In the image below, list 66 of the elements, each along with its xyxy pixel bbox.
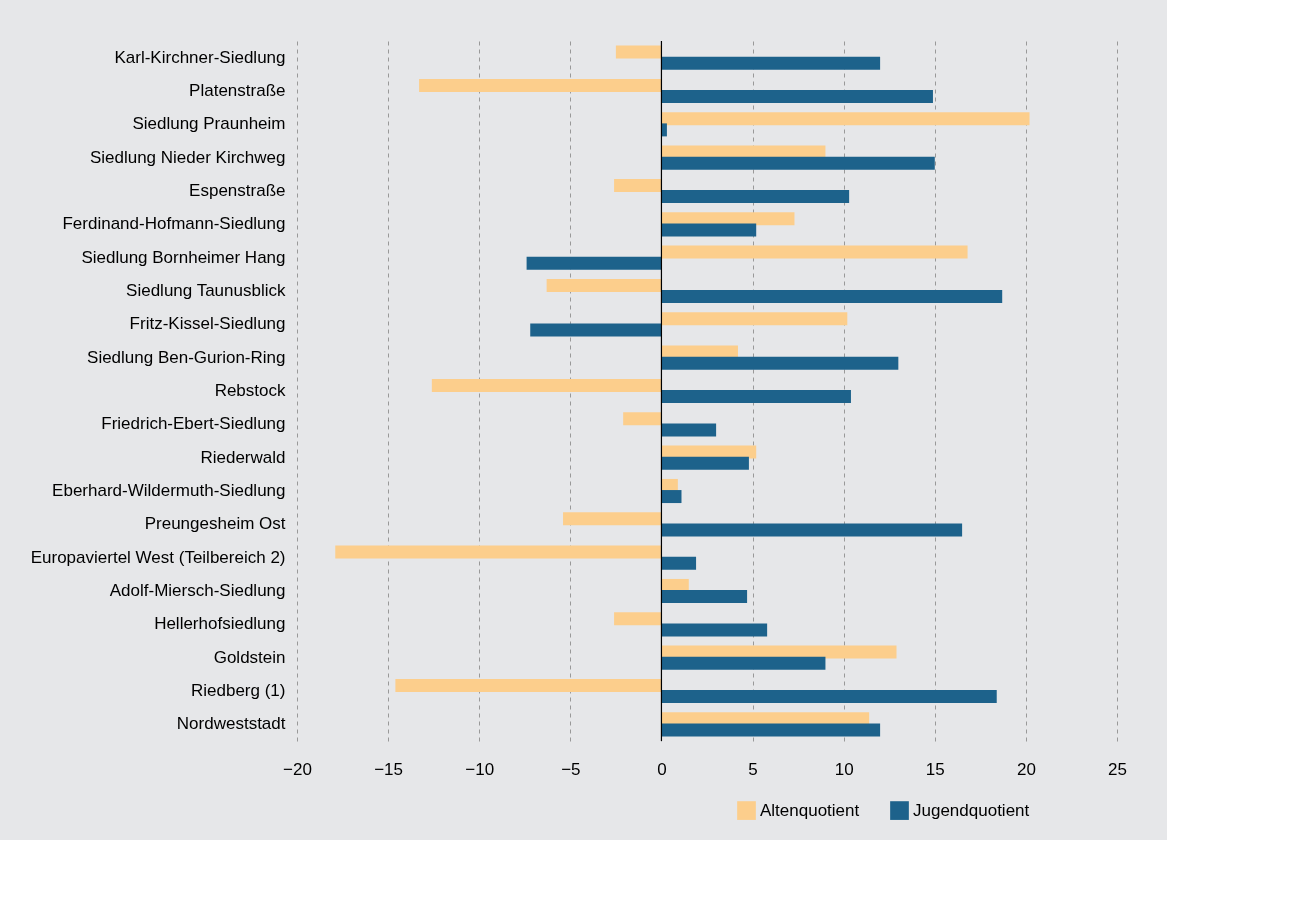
x-tick-label: −5 bbox=[561, 759, 581, 779]
y-tick-label: Rebstock bbox=[214, 381, 286, 400]
legend-label: Altenquotient bbox=[760, 800, 860, 820]
bar bbox=[661, 56, 881, 70]
x-tick-label: 20 bbox=[1016, 759, 1036, 779]
y-tick-label: Preungesheim Ost bbox=[144, 514, 286, 534]
legend-label: Jugendquotient bbox=[913, 800, 1030, 820]
bar bbox=[615, 45, 662, 59]
bar bbox=[661, 290, 1003, 304]
y-tick-label: Platenstraße bbox=[189, 81, 286, 100]
y-tick-label: Goldstein bbox=[213, 647, 286, 667]
bar bbox=[661, 390, 851, 404]
y-tick-label: Europaviertel West (Teilbereich 2) bbox=[30, 547, 286, 567]
bar bbox=[530, 323, 662, 337]
y-tick-label: Hellerhofsiedlung bbox=[154, 614, 286, 634]
x-tick-label: 15 bbox=[925, 759, 945, 779]
y-tick-label: Siedlung Ben-Gurion-Ring bbox=[87, 347, 286, 367]
bar bbox=[661, 156, 935, 170]
x-tick-label: 10 bbox=[834, 759, 854, 779]
bar bbox=[614, 178, 662, 192]
y-tick-label: Siedlung Praunheim bbox=[132, 114, 286, 134]
bar bbox=[563, 512, 662, 526]
bar bbox=[661, 623, 768, 637]
y-tick-label: Eberhard-Wildermuth-Siedlung bbox=[52, 481, 286, 500]
bar bbox=[661, 356, 899, 370]
x-tick-label: −10 bbox=[465, 759, 495, 779]
x-tick-label: −15 bbox=[374, 759, 404, 779]
bar bbox=[431, 378, 662, 392]
x-tick-label: 0 bbox=[657, 759, 667, 779]
bar bbox=[395, 678, 662, 692]
bar bbox=[661, 112, 1030, 126]
y-tick-label: Fritz-Kissel-Siedlung bbox=[129, 314, 286, 334]
bar bbox=[661, 90, 933, 104]
bar bbox=[661, 723, 881, 737]
bar bbox=[661, 690, 997, 704]
bar bbox=[661, 190, 850, 204]
y-tick-label: Karl-Kirchner-Siedlung bbox=[114, 47, 286, 67]
bar bbox=[623, 412, 662, 426]
y-tick-label: Ferdinand-Hofmann-Siedlung bbox=[62, 214, 286, 234]
y-tick-label: Adolf-Miersch-Siedlung bbox=[109, 581, 286, 600]
y-tick-label: Friedrich-Ebert-Siedlung bbox=[101, 414, 286, 434]
bar bbox=[661, 523, 963, 537]
bar bbox=[546, 278, 662, 292]
y-tick-label: Riederwald bbox=[200, 447, 286, 467]
bar bbox=[661, 490, 682, 504]
y-tick-label: Siedlung Taunusblick bbox=[126, 281, 286, 300]
y-tick-label: Espenstraße bbox=[189, 181, 286, 200]
bar bbox=[419, 78, 662, 92]
x-tick-label: −20 bbox=[283, 759, 312, 779]
x-tick-label: 5 bbox=[748, 759, 758, 779]
bar bbox=[661, 456, 749, 470]
bar bbox=[661, 590, 748, 604]
bar bbox=[661, 245, 968, 259]
bar bbox=[661, 312, 848, 326]
y-tick-label: Nordweststadt bbox=[176, 714, 286, 734]
bar bbox=[335, 545, 662, 559]
y-tick-label: Siedlung Bornheimer Hang bbox=[81, 247, 286, 267]
bar bbox=[661, 423, 717, 437]
y-tick-label: Riedberg (1) bbox=[191, 681, 286, 700]
bar bbox=[661, 656, 826, 670]
bar bbox=[661, 556, 697, 570]
y-tick-label: Siedlung Nieder Kirchweg bbox=[89, 147, 286, 167]
bar bbox=[614, 612, 662, 626]
x-tick-label: 25 bbox=[1108, 759, 1127, 779]
bar bbox=[526, 256, 662, 270]
bar bbox=[661, 223, 757, 237]
